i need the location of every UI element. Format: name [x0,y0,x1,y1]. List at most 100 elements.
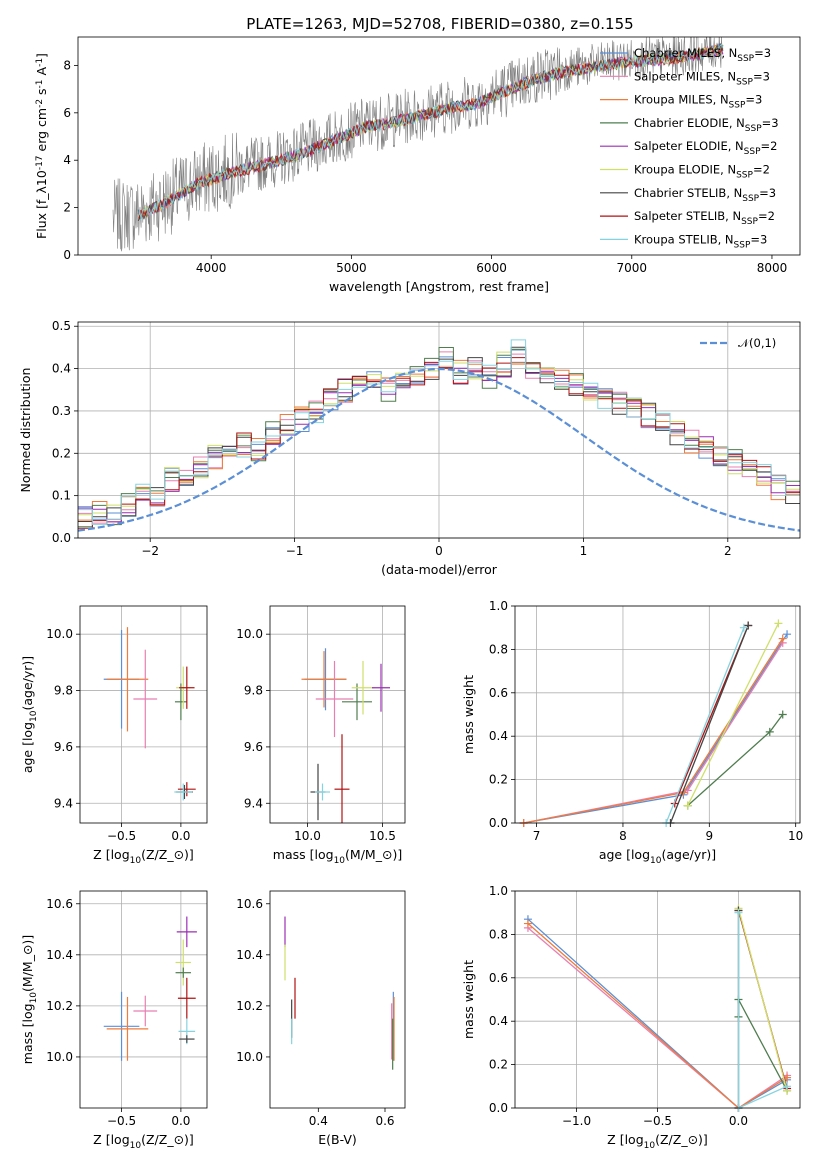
x-tick-label: 1 [580,544,588,558]
data-point-kroupa-miles [106,996,149,1061]
axes-age_vs_mass: 10.0 10.5 9.4 9.6 9.8 10.0 mass [log10(M/M_⊙)] [236,605,406,866]
series-line [665,627,745,824]
series-marker [523,919,532,928]
residual-histogram-chabrier-elodie [78,347,800,528]
y-tick-label: 0.6 [489,686,508,700]
y-axis-label: Normed distribution [18,368,33,493]
axes-weight_vs_age: 7 8 9 10 0.0 0.2 0.4 0.6 0.8 1.0 age [log10(age/yr… [461,599,803,866]
series-marker [734,908,743,917]
legend-entry: Chabrier ELODIE, NSSP=3 [634,116,779,134]
data-point-salpeter-stelib [177,782,196,797]
data-point-salpeter-elodie [176,916,197,948]
x-axis-label: Z [log10(Z/Z_⊙)] [93,847,194,866]
y-tick-label: 0.4 [489,1014,508,1028]
series-chabrier-elodie [683,710,787,810]
model-spectrum-kroupa-stelib [137,43,724,221]
legend-entry: Chabrier STELIB, NSSP=3 [634,186,776,204]
series-marker [774,619,783,628]
series-marker [778,634,787,643]
y-tick-label: 0.0 [52,531,71,545]
y-tick-label: 9.8 [54,684,73,698]
y-tick-label: 8 [63,58,71,72]
y-tick-label: 10.2 [236,999,263,1013]
data-point-salpeter-stelib [179,666,195,709]
y-tick-label: 0.8 [489,642,508,656]
x-tick-label: −1 [286,544,304,558]
legend-entry: Kroupa STELIB, NSSP=3 [634,232,767,250]
x-axis-label: (data-model)/error [381,562,498,577]
x-axis-label: Z [log10(Z/Z_⊙)] [93,1132,194,1151]
y-tick-label: 10.6 [236,897,263,911]
data-point-chabrier-stelib [179,1035,195,1043]
axes-frame [514,605,801,824]
axes-frame [269,605,406,824]
axes-spectrum: 4000 5000 6000 7000 8000 0 2 4 6 8 wavelength [Ang… [34,36,801,294]
x-axis-label: age [log10(age/yr)] [599,847,716,866]
data-point-kroupa-stelib [174,783,193,801]
legend-entry: Salpeter ELODIE, NSSP=2 [634,139,777,157]
series-marker [783,630,792,639]
x-axis-label: wavelength [Angstrom, rest frame] [329,279,549,294]
x-tick-label: 10.0 [294,829,321,843]
series-kroupa-miles [519,634,787,827]
x-tick-label: 2 [724,544,732,558]
x-tick-label: 8 [619,829,627,843]
x-tick-label: −0.5 [643,1114,672,1128]
y-tick-label: 0.2 [489,1058,508,1072]
series-kroupa-elodie [683,619,783,810]
series-line [687,714,784,807]
data-point-kroupa-elodie [175,939,191,986]
gaussian-curve [77,367,801,532]
axes-frame [514,890,801,1109]
series-marker [765,727,774,736]
x-tick-label: −1.0 [562,1114,591,1128]
series-line [687,623,779,806]
y-tick-label: 0.2 [52,446,71,460]
x-tick-label: 0.4 [309,1114,328,1128]
series-marker [683,801,692,810]
x-tick-label: 7 [533,829,541,843]
series-marker [778,710,787,719]
y-axis-label: Flux [f_λ10-17 erg cm-2 s-1 A-1] [34,53,49,239]
axes-residuals: −2 −1 0 1 2 0.0 0.1 0.2 0.3 0.4 0.5 (data-model)/er… [18,319,801,577]
axes-weight_vs_Z: −1.0 −0.5 0.0 0.0 0.2 0.4 0.6 0.8 1.0 Z [log10(Z/… [461,884,801,1151]
y-tick-label: 10.0 [236,627,263,641]
x-tick-label: 9 [705,829,713,843]
data-point-salpeter-miles [133,649,158,749]
y-tick-label: 0.1 [52,489,71,503]
legend-entry: Kroupa MILES, NSSP=3 [634,93,762,111]
axes-frame [269,890,406,1109]
data-point-chabrier-elodie [342,683,372,721]
data-point-chabrier-elodie [175,967,191,978]
residual-histogram-kroupa-stelib [78,339,800,525]
y-tick-label: 9.4 [244,796,263,810]
x-tick-label: −0.5 [107,829,136,843]
axes-mass_vs_EBV: 0.4 0.6 10.0 10.2 10.4 10.6 E(B-V) [236,890,406,1147]
data-point-kroupa-elodie [351,660,375,715]
axes-mass_vs_Z: −0.5 0.0 10.0 10.2 10.4 10.6 Z [log10(Z/Z_⊙)] m… [20,890,208,1151]
y-tick-label: 1.0 [489,599,508,613]
x-tick-label: 0.0 [171,1114,190,1128]
series-line [737,999,788,1091]
x-tick-label: 0.0 [171,829,190,843]
y-tick-label: 10.6 [46,897,73,911]
data-point-salpeter-miles [315,660,354,738]
x-tick-label: 5000 [336,261,367,275]
y-tick-label: 1.0 [489,884,508,898]
data-point-kroupa-miles [301,651,347,708]
axes-age_vs_Z: −0.5 0.0 9.4 9.6 9.8 10.0 Z [log10(Z/Z_⊙)] age … [20,605,208,866]
y-tick-label: 0.2 [489,773,508,787]
y-axis-label: mass weight [461,675,476,754]
y-tick-label: 9.6 [244,740,263,754]
y-tick-label: 0.6 [489,971,508,985]
y-tick-label: 6 [63,106,71,120]
figure-title: PLATE=1263, MJD=52708, FIBERID=0380, z=0… [246,15,633,33]
data-point-salpeter-miles [133,995,158,1027]
y-tick-label: 2 [63,201,71,215]
series-line [523,633,788,824]
y-tick-label: 0.5 [52,319,71,333]
y-tick-label: 10.2 [46,999,73,1013]
axes-frame [77,36,801,256]
data-point-salpeter-elodie [372,663,390,712]
